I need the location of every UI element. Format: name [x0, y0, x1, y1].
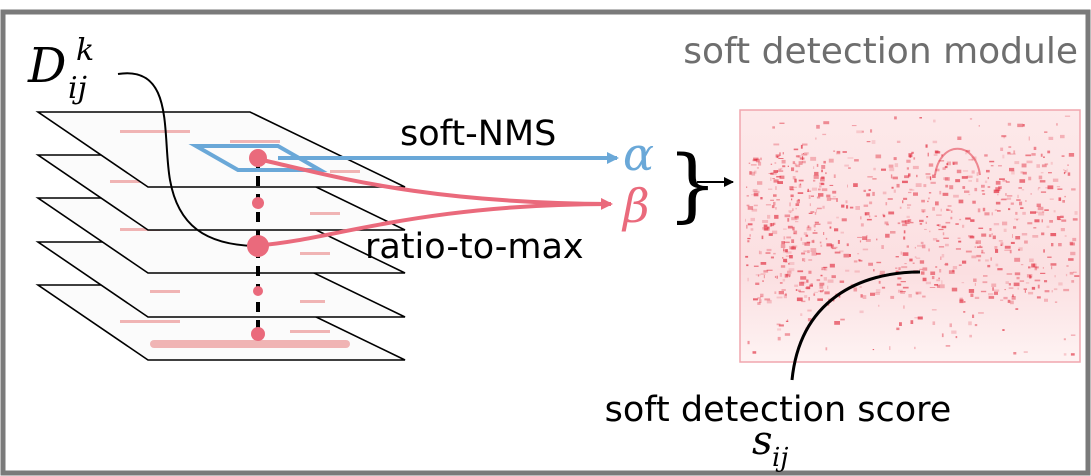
- output-subscript: ij: [772, 443, 788, 473]
- pixel-point: [253, 286, 263, 296]
- input-superscript: k: [76, 33, 94, 68]
- pixel-points: [247, 149, 269, 341]
- combine-brace: }: [667, 138, 718, 231]
- ratio-to-max-arrow-top: [261, 158, 613, 210]
- input-symbol: D: [27, 38, 66, 94]
- pixel-point: [251, 327, 265, 341]
- feature-map-stack: [35, 111, 406, 361]
- pixel-point: [252, 197, 264, 209]
- input-subscript: ij: [68, 71, 87, 106]
- output-pointer-curve: [790, 270, 921, 381]
- output-symbol-letter: s: [752, 418, 773, 464]
- input-pointer-curve: [117, 72, 257, 247]
- output-symbol: s ij: [752, 418, 788, 473]
- ratio-to-max-arrow-max: [261, 202, 612, 247]
- ratio-to-max-label: ratio-to-max: [365, 227, 584, 267]
- pixel-point-top: [249, 149, 267, 167]
- module-frame: [0, 9, 1091, 476]
- module-title: soft detection module: [683, 31, 1078, 72]
- heatmap-texture: [745, 115, 1080, 356]
- output-label: soft detection score: [605, 390, 952, 430]
- soft-detection-heatmap: [739, 109, 1081, 363]
- soft-nms-window: [188, 144, 328, 172]
- beta-symbol: β: [621, 179, 650, 233]
- pixel-point-max: [247, 235, 269, 257]
- alpha-symbol: α: [623, 127, 654, 181]
- input-label: D k ij: [27, 33, 94, 106]
- soft-nms-label: soft-NMS: [400, 114, 556, 154]
